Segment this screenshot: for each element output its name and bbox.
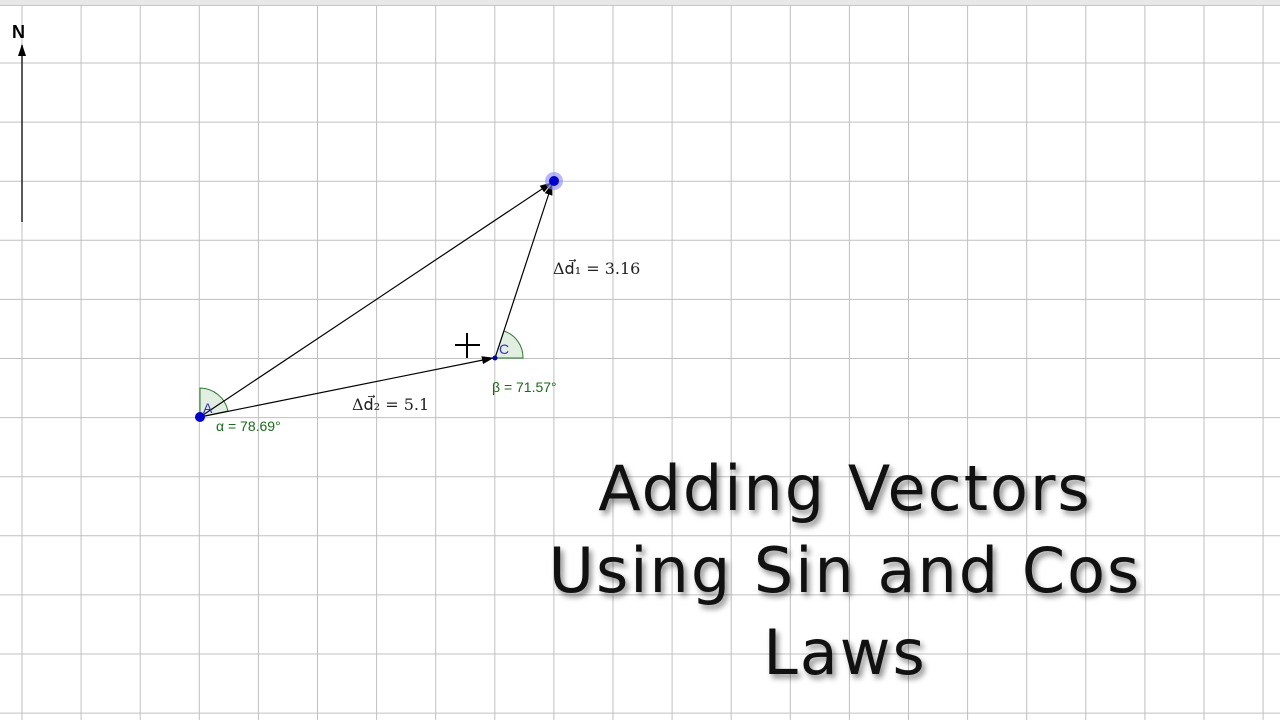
point-a-label: A [203, 400, 213, 416]
vector-d2[interactable] [199, 356, 494, 418]
video-title: Adding Vectors Using Sin and Cos Laws [520, 448, 1170, 694]
north-label: N [12, 22, 25, 42]
crosshair-cursor-icon [455, 333, 480, 358]
angle-alpha-arc [199, 387, 229, 418]
point-c[interactable] [492, 355, 498, 361]
title-line-1: Adding Vectors [598, 452, 1092, 525]
vector-resultant[interactable] [199, 182, 552, 418]
title-line-2: Using Sin and Cos [548, 534, 1142, 607]
grid [0, 5, 1280, 720]
point-tip[interactable] [549, 176, 559, 186]
point-a[interactable] [195, 412, 205, 422]
angle-alpha-label: α = 78.69° [216, 418, 281, 434]
title-line-3: Laws [763, 616, 927, 689]
vector-d1[interactable] [494, 183, 553, 359]
angle-beta-label: β = 71.57° [492, 379, 557, 395]
vector-d1-label: Δd⃗₁ = 3.16 [553, 259, 641, 278]
point-c-label: C [499, 341, 510, 357]
window-top-bar [0, 0, 1280, 6]
vector-d2-label: Δd⃗₂ = 5.1 [352, 395, 430, 414]
